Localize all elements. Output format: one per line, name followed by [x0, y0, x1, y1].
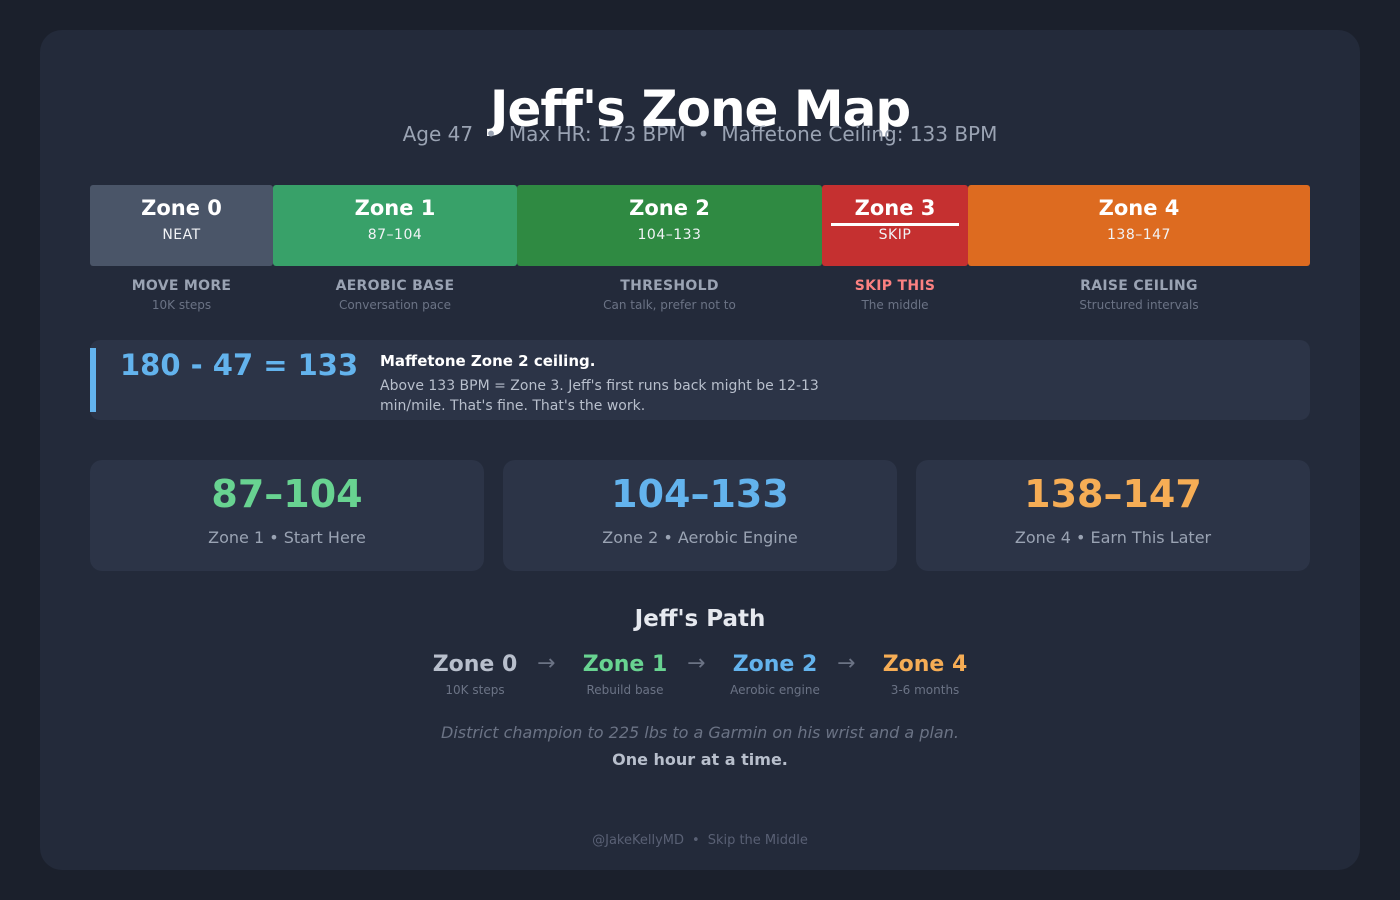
zone-range: SKIP	[878, 227, 912, 243]
zone-name: Zone 0	[141, 196, 222, 220]
footer-tagline: Skip the Middle	[707, 833, 808, 848]
age-text: Age 47	[402, 122, 474, 146]
strikethrough-line	[831, 223, 959, 226]
zone-label-heading: THRESHOLD	[620, 278, 719, 294]
zone-label-sub: Conversation pace	[338, 298, 452, 312]
zone-label-sub: The middle	[861, 298, 929, 312]
separator-dot: •	[697, 122, 710, 146]
quote-text: District champion to 225 lbs to a Garmin…	[441, 723, 959, 742]
zone-label-sub: Structured intervals	[1079, 298, 1199, 312]
footer: @JakeKellyMD • Skip the Middle	[40, 833, 1360, 848]
stat-value: 87–104	[211, 472, 363, 516]
zone-4-label: RAISE CEILING Structured intervals	[968, 278, 1310, 312]
formula-equation: 180 - 47 = 133	[120, 348, 359, 382]
zone-name: Zone 3	[854, 196, 936, 220]
zone-2-label: THRESHOLD Can talk, prefer not to	[517, 278, 822, 312]
ceiling-text: Maffetone Ceiling: 133 BPM	[721, 122, 998, 146]
stat-card-zone-4: 138–147 Zone 4 • Earn This Later	[916, 460, 1310, 571]
path-step-zone-0: Zone 0 10K steps	[405, 652, 545, 697]
zone-1-bar: Zone 1 87–104	[273, 185, 517, 266]
arrow-right-icon: →	[687, 651, 706, 676]
page-title: Jeff's Zone Map	[489, 80, 911, 138]
zone-range: NEAT	[162, 227, 201, 243]
formula-body: Above 133 BPM = Zone 3. Jeff's first run…	[380, 378, 819, 414]
zone-label-heading: SKIP THIS	[854, 278, 936, 294]
separator-dot: •	[485, 122, 497, 146]
formula-callout	[90, 340, 1310, 420]
stat-value: 138–147	[1024, 472, 1202, 516]
path-step-name: Zone 2	[732, 652, 818, 677]
zone-name: Zone 4	[1098, 196, 1180, 220]
path-step-caption: Rebuild base	[586, 683, 664, 697]
path-step-caption: Aerobic engine	[730, 683, 820, 697]
stat-card-zone-2: 104–133 Zone 2 • Aerobic Engine	[503, 460, 897, 571]
path-step-caption: 10K steps	[445, 683, 505, 697]
closing-text: One hour at a time.	[612, 750, 788, 769]
path-step-name: Zone 4	[882, 652, 968, 677]
zone-0-bar: Zone 0 NEAT	[90, 185, 273, 266]
zone-label-sub: Can talk, prefer not to	[603, 298, 736, 312]
arrow-right-icon: →	[837, 651, 856, 676]
arrow-right-icon: →	[537, 651, 556, 676]
stat-value: 104–133	[611, 472, 789, 516]
zone-4-bar: Zone 4 138–147	[968, 185, 1310, 266]
stat-label: Zone 4 • Earn This Later	[1014, 528, 1212, 547]
zone-2-bar: Zone 2 104–133	[517, 185, 822, 266]
zone-3-label: SKIP THIS The middle	[822, 278, 968, 312]
zone-map-card: Jeff's Zone Map Age 47 • Max HR: 173 BPM • M…	[40, 30, 1360, 870]
path-step-zone-1: Zone 1 Rebuild base	[555, 652, 695, 697]
stat-card-zone-1: 87–104 Zone 1 • Start Here	[90, 460, 484, 571]
zone-0-label: MOVE MORE 10K steps	[90, 278, 273, 312]
path-step-name: Zone 0	[432, 652, 518, 677]
max-hr-text: Max HR: 173 BPM	[508, 122, 686, 146]
zone-label-sub: 10K steps	[151, 298, 212, 312]
path-title: Jeff's Path	[634, 606, 766, 632]
path-step-name: Zone 1	[582, 652, 668, 677]
zone-range: 87–104	[367, 227, 423, 243]
zone-label-heading: AEROBIC BASE	[335, 278, 455, 294]
path-step-caption: 3-6 months	[890, 683, 960, 697]
callout-accent-bar	[90, 348, 96, 412]
path-step-zone-2: Zone 2 Aerobic engine	[705, 652, 845, 697]
zone-label-heading: MOVE MORE	[131, 278, 232, 294]
stat-label: Zone 1 • Start Here	[208, 528, 366, 547]
zone-range: 138–147	[1107, 227, 1171, 243]
zone-range: 104–133	[637, 227, 702, 243]
formula-heading: Maffetone Zone 2 ceiling.	[380, 352, 596, 370]
footer-handle: @JakeKellyMD	[592, 833, 685, 848]
zone-3-bar: Zone 3 SKIP	[822, 185, 968, 266]
stat-label: Zone 2 • Aerobic Engine	[602, 528, 798, 547]
path-step-zone-4: Zone 4 3-6 months	[855, 652, 995, 697]
zone-label-heading: RAISE CEILING	[1080, 278, 1198, 294]
separator-dot: •	[692, 833, 700, 848]
page-subtitle: Age 47 • Max HR: 173 BPM • Maffetone Ceiling…	[40, 122, 1360, 146]
zone-name: Zone 1	[354, 196, 436, 220]
zone-1-label: AEROBIC BASE Conversation pace	[273, 278, 517, 312]
zone-name: Zone 2	[629, 196, 710, 220]
